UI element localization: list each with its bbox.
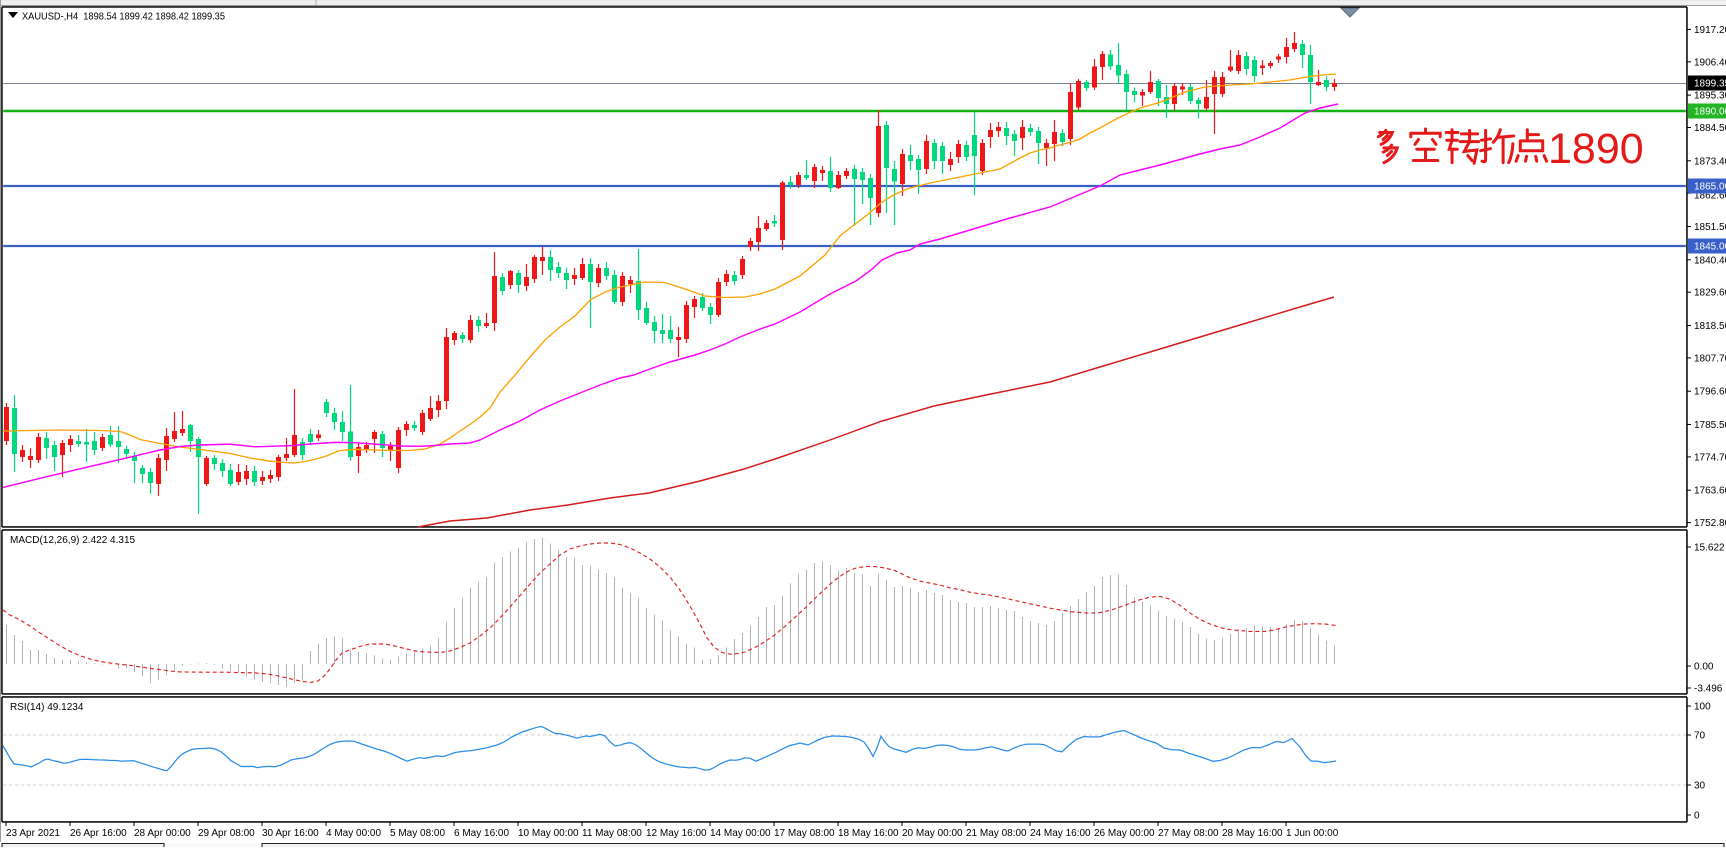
svg-text:1865.00: 1865.00 <box>1694 182 1726 193</box>
svg-text:1807.70: 1807.70 <box>1694 353 1726 364</box>
svg-text:1851.50: 1851.50 <box>1694 222 1726 233</box>
svg-text:15.622: 15.622 <box>1694 543 1725 554</box>
svg-text:1899.35: 1899.35 <box>1694 79 1726 90</box>
svg-text:0.00: 0.00 <box>1694 662 1714 673</box>
svg-text:-3.496: -3.496 <box>1694 684 1723 695</box>
svg-text:1818.50: 1818.50 <box>1694 321 1726 332</box>
svg-text:10 May 00:00: 10 May 00:00 <box>518 828 579 839</box>
svg-text:27 May 08:00: 27 May 08:00 <box>1158 828 1219 839</box>
svg-text:1785.50: 1785.50 <box>1694 420 1726 431</box>
svg-text:1763.60: 1763.60 <box>1694 486 1726 497</box>
svg-text:5 May 08:00: 5 May 08:00 <box>390 828 445 839</box>
svg-text:21 May 08:00: 21 May 08:00 <box>966 828 1027 839</box>
svg-text:XAUUSD-,H4 1898.54 1899.42 18: XAUUSD-,H4 1898.54 1899.42 1898.42 1899.… <box>22 11 225 23</box>
svg-text:30 Apr 16:00: 30 Apr 16:00 <box>262 828 319 839</box>
svg-text:1845.00: 1845.00 <box>1694 242 1726 253</box>
svg-text:RSI(14) 49.1234: RSI(14) 49.1234 <box>10 702 84 713</box>
svg-text:26 Apr 16:00: 26 Apr 16:00 <box>70 828 127 839</box>
svg-text:29 Apr 08:00: 29 Apr 08:00 <box>198 828 255 839</box>
svg-text:1774.70: 1774.70 <box>1694 452 1726 463</box>
svg-text:28 Apr 00:00: 28 Apr 00:00 <box>134 828 191 839</box>
svg-text:20 May 00:00: 20 May 00:00 <box>902 828 963 839</box>
svg-text:70: 70 <box>1694 731 1706 742</box>
svg-text:24 May 16:00: 24 May 16:00 <box>1030 828 1091 839</box>
svg-text:17 May 08:00: 17 May 08:00 <box>774 828 835 839</box>
svg-text:100: 100 <box>1694 702 1711 713</box>
svg-text:1 Jun 00:00: 1 Jun 00:00 <box>1286 828 1339 839</box>
svg-text:1829.60: 1829.60 <box>1694 288 1726 299</box>
svg-text:1862.60: 1862.60 <box>1694 191 1726 202</box>
svg-text:1895.30: 1895.30 <box>1694 91 1726 102</box>
svg-text:6 May 16:00: 6 May 16:00 <box>454 828 509 839</box>
svg-text:1890.00: 1890.00 <box>1694 107 1726 118</box>
svg-text:26 May 00:00: 26 May 00:00 <box>1094 828 1155 839</box>
svg-text:28 May 16:00: 28 May 16:00 <box>1222 828 1283 839</box>
svg-text:11 May 08:00: 11 May 08:00 <box>582 828 642 839</box>
svg-text:1873.40: 1873.40 <box>1694 156 1726 167</box>
svg-text:1917.20: 1917.20 <box>1694 25 1726 36</box>
svg-text:30: 30 <box>1694 781 1706 792</box>
svg-text:18 May 16:00: 18 May 16:00 <box>838 828 899 839</box>
svg-text:14 May 00:00: 14 May 00:00 <box>710 828 771 839</box>
svg-text:1752.80: 1752.80 <box>1694 518 1726 529</box>
svg-text:1884.50: 1884.50 <box>1694 123 1726 134</box>
svg-text:1890: 1890 <box>1548 125 1644 173</box>
svg-text:23 Apr 2021: 23 Apr 2021 <box>6 828 60 839</box>
svg-text:12 May 16:00: 12 May 16:00 <box>646 828 707 839</box>
svg-text:4 May 00:00: 4 May 00:00 <box>326 828 381 839</box>
svg-text:1840.40: 1840.40 <box>1694 255 1726 266</box>
svg-text:1906.40: 1906.40 <box>1694 57 1726 68</box>
svg-text:0: 0 <box>1694 811 1700 822</box>
svg-text:1796.60: 1796.60 <box>1694 387 1726 398</box>
svg-text:MACD(12,26,9) 2.422 4.315: MACD(12,26,9) 2.422 4.315 <box>10 535 136 546</box>
